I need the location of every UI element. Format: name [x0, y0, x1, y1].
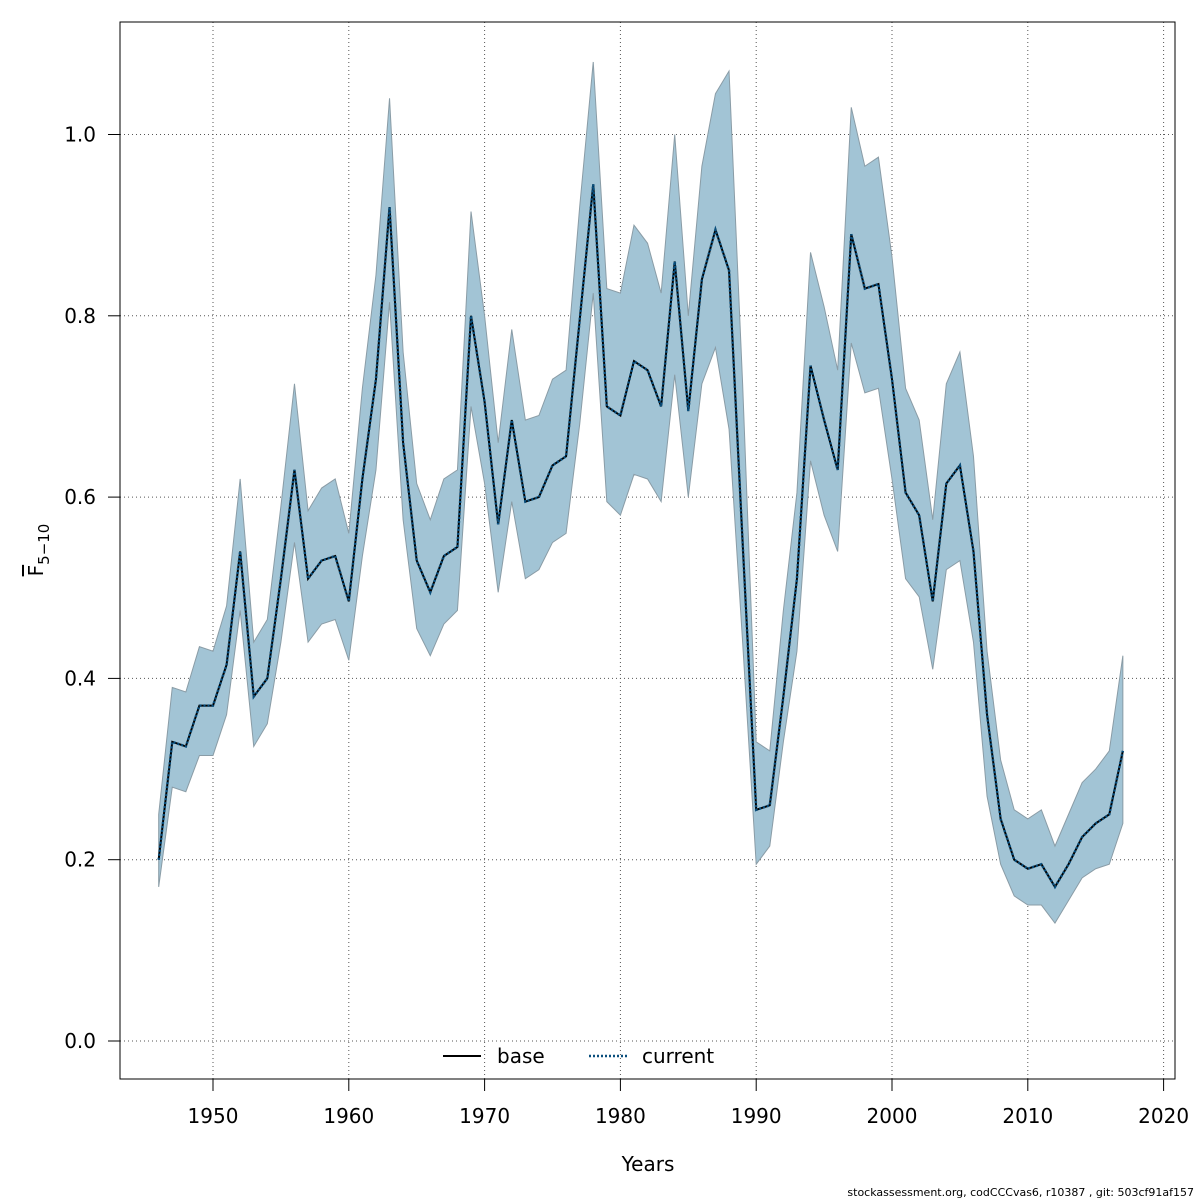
- y-tick-label: 1.0: [64, 123, 96, 147]
- series-lines-layer: [157, 184, 1125, 890]
- x-tick-label: 1990: [731, 1104, 782, 1128]
- confidence-band: [158, 61, 1124, 925]
- y-tick-label: 0.2: [64, 848, 96, 872]
- legend-label-current: current: [642, 1044, 714, 1068]
- legend-label-base: base: [497, 1044, 545, 1068]
- y-axis-title-main: F: [24, 565, 48, 577]
- x-tick-label: 2000: [867, 1104, 918, 1128]
- y-axis-title: F5−10: [24, 524, 53, 577]
- x-tick-label: 1950: [188, 1104, 239, 1128]
- x-tick-label: 1970: [459, 1104, 510, 1128]
- series-line-current: [157, 184, 1125, 890]
- confidence-band-layer: [158, 61, 1124, 925]
- footer-credit: stockassessment.org, codCCCvas6, r10387 …: [847, 1186, 1194, 1199]
- x-axis: 1950 1960 1970 1980 1990 2000 2010 2020: [188, 1078, 1189, 1128]
- y-axis: 0.0 0.2 0.4 0.6 0.8 1.0: [64, 123, 120, 1053]
- x-tick-label: 1980: [595, 1104, 646, 1128]
- y-tick-label: 0.4: [64, 666, 96, 690]
- x-tick-label: 1960: [323, 1104, 374, 1128]
- y-tick-label: 0.8: [64, 304, 96, 328]
- y-tick-label: 0.6: [64, 485, 96, 509]
- svg-text:F5−10: F5−10: [24, 524, 53, 577]
- legend: base current: [443, 1044, 714, 1068]
- x-axis-title: Years: [621, 1152, 675, 1176]
- y-tick-label: 0.0: [64, 1029, 96, 1053]
- x-tick-label: 2020: [1138, 1104, 1189, 1128]
- y-axis-title-sub: 5−10: [35, 524, 53, 565]
- x-tick-label: 2010: [1002, 1104, 1053, 1128]
